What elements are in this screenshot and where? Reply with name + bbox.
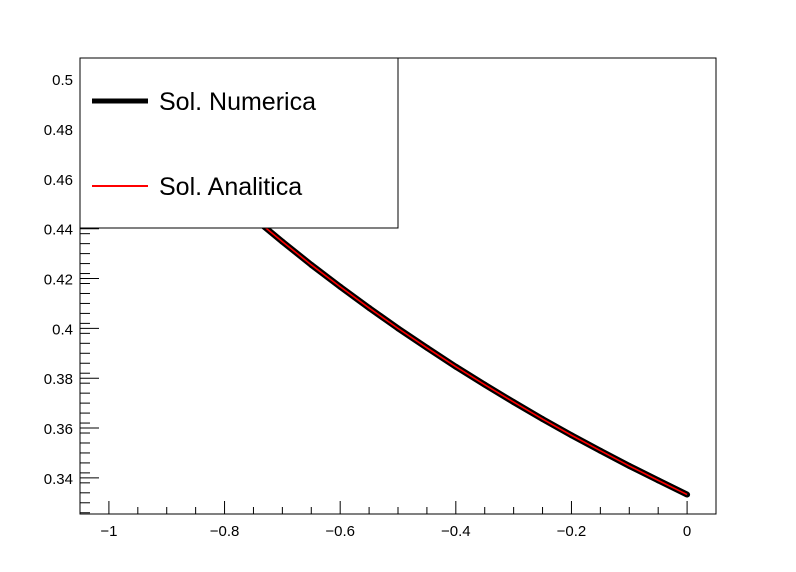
legend-box — [79, 57, 399, 229]
y-tick-label: 0.38 — [44, 371, 73, 388]
x-tick-label: −0.2 — [557, 523, 587, 540]
legend-label-numerica: Sol. Numerica — [159, 88, 316, 116]
y-tick-label: 0.46 — [44, 172, 73, 189]
x-tick-label: −1 — [100, 523, 117, 540]
x-tick-label: −0.8 — [210, 523, 240, 540]
y-tick-label: 0.4 — [52, 321, 73, 338]
y-tick-label: 0.34 — [44, 471, 73, 488]
data-point — [684, 491, 691, 498]
y-tick-label: 0.36 — [44, 421, 73, 438]
x-tick-label: −0.4 — [441, 523, 471, 540]
y-tick-label: 0.5 — [52, 72, 73, 89]
x-tick-label: −0.6 — [325, 523, 355, 540]
y-tick-label: 0.44 — [44, 222, 73, 239]
y-tick-label: 0.48 — [44, 122, 73, 139]
x-tick-label: 0 — [683, 523, 691, 540]
y-tick-label: 0.42 — [44, 272, 73, 289]
legend: Sol. Numerica Sol. Analitica — [79, 57, 399, 229]
legend-label-analitica: Sol. Analitica — [159, 173, 302, 201]
